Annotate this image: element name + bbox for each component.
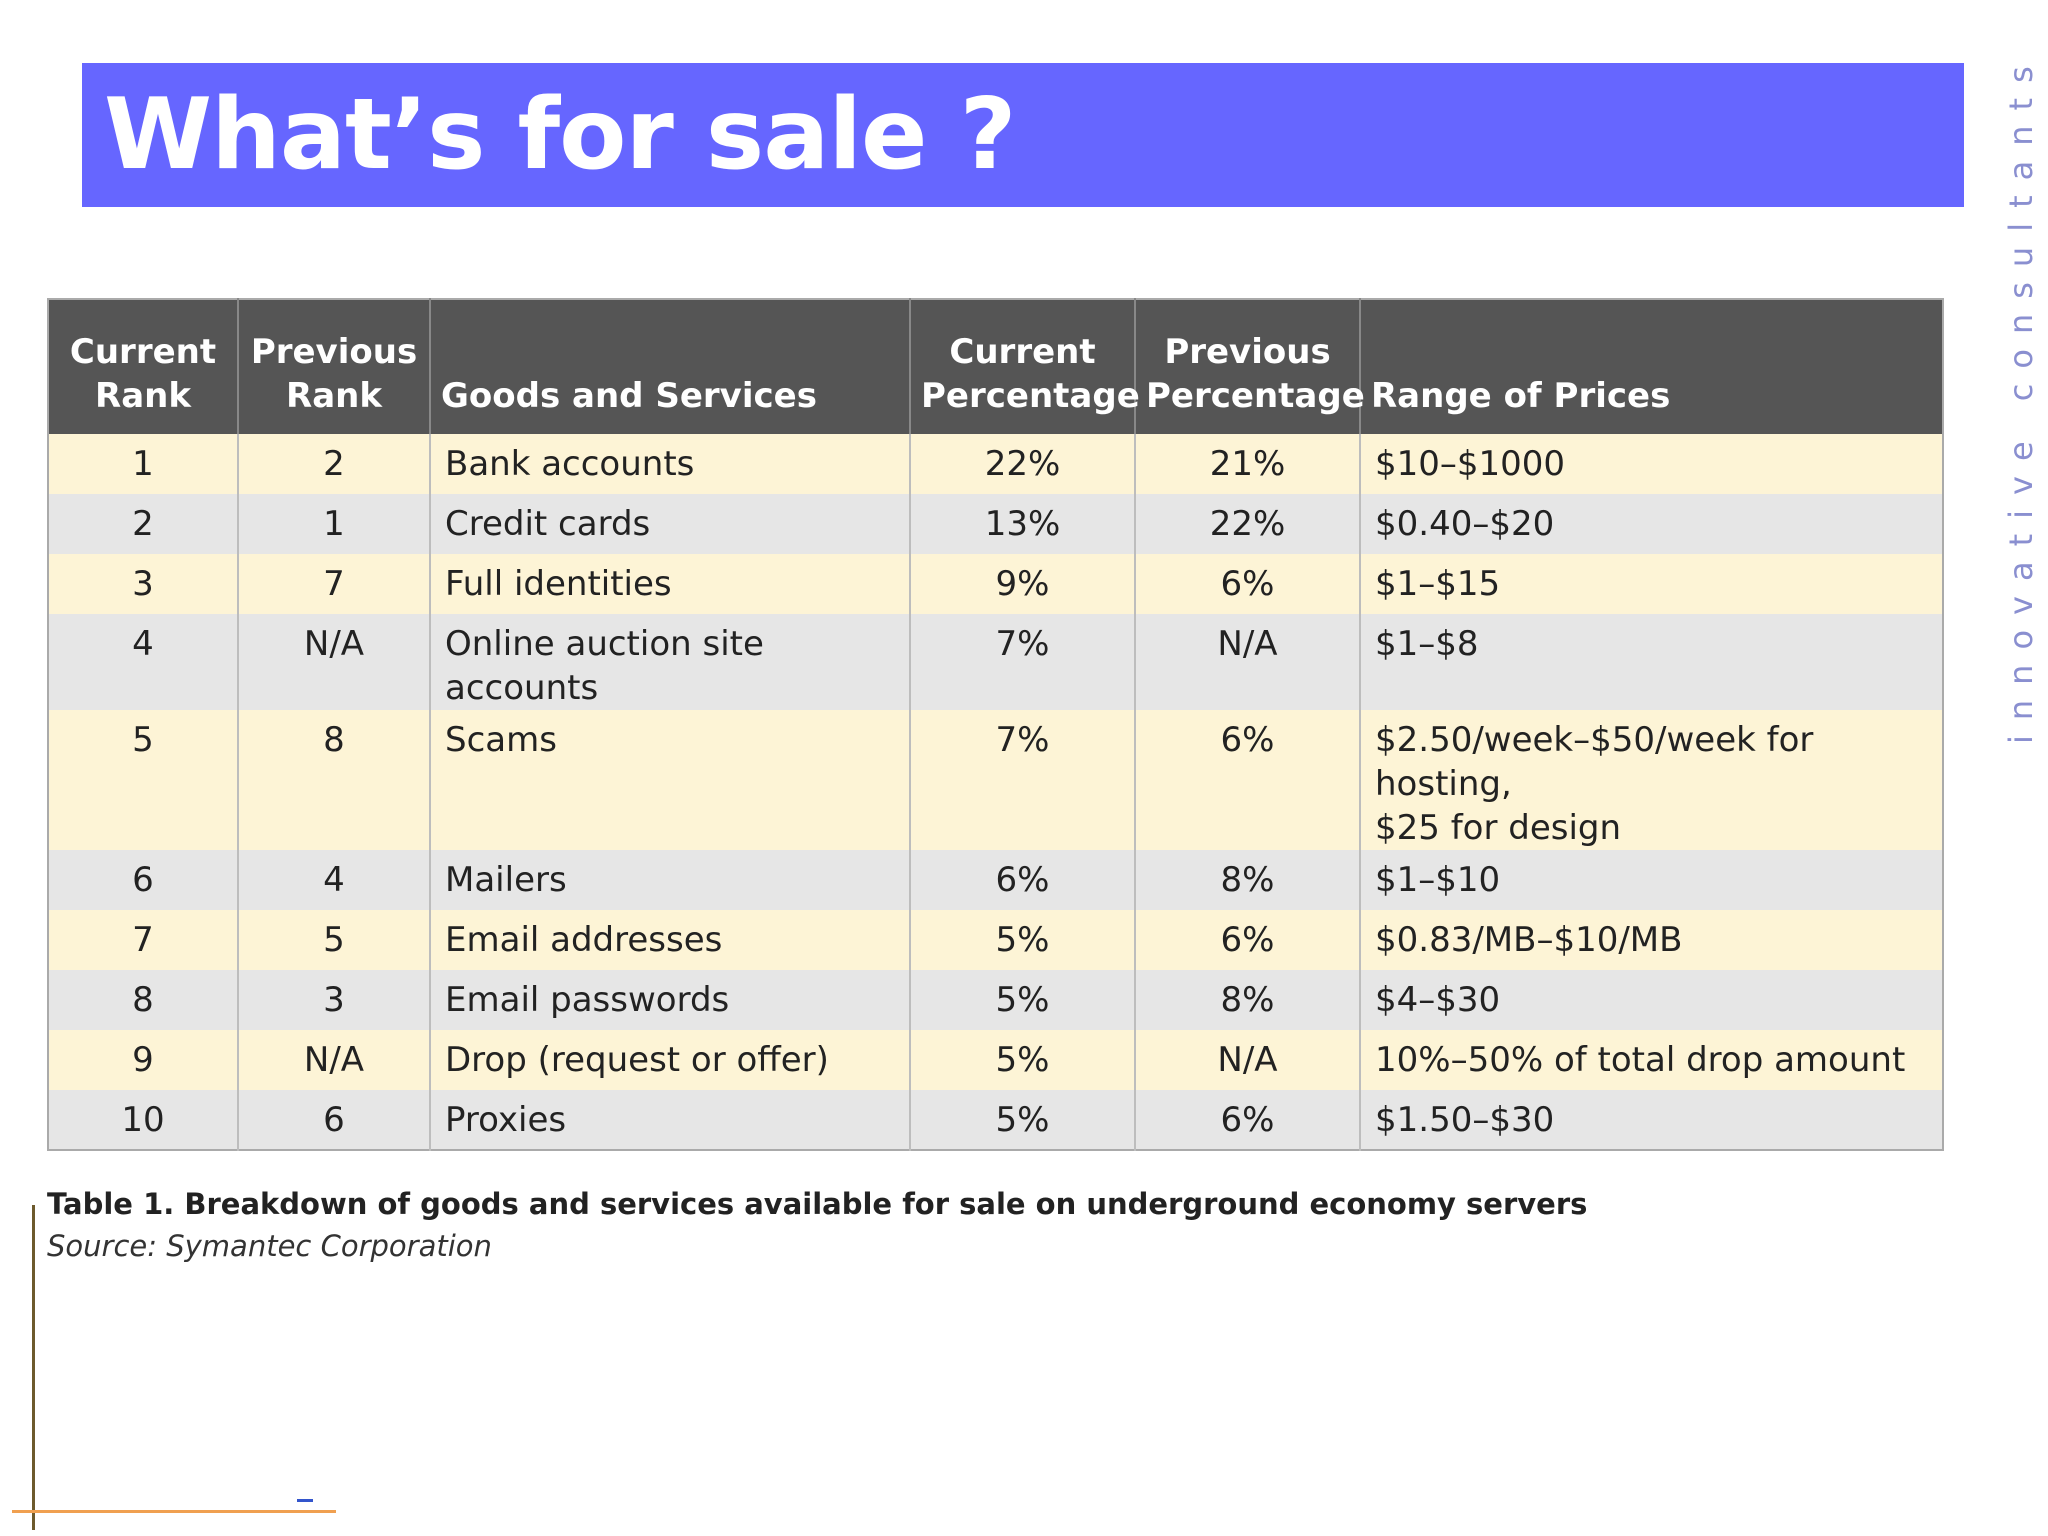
cell-current-percentage: 6% xyxy=(909,850,1135,910)
cell-previous-rank: N/A xyxy=(237,614,430,710)
cell-current-percentage: 13% xyxy=(909,494,1135,554)
cell-current-rank: 5 xyxy=(48,710,238,850)
cell-current-rank: 9 xyxy=(48,1030,238,1090)
cell-goods: Proxies xyxy=(429,1090,910,1150)
cell-goods: Bank accounts xyxy=(429,434,910,494)
dash-mark xyxy=(297,1499,313,1502)
cell-previous-percentage: 21% xyxy=(1134,434,1360,494)
cell-current-rank: 6 xyxy=(48,850,238,910)
cell-current-percentage: 9% xyxy=(909,554,1135,614)
title-banner: What’s for sale ? xyxy=(82,63,1964,207)
cell-goods: Email passwords xyxy=(429,970,910,1030)
cell-previous-percentage: 6% xyxy=(1134,910,1360,970)
cell-goods: Credit cards xyxy=(429,494,910,554)
table-row: 5 8 Scams 7% 6% $2.50/week–$50/week for … xyxy=(48,710,1943,850)
cell-current-percentage: 5% xyxy=(909,1090,1135,1150)
cell-previous-percentage: N/A xyxy=(1134,614,1360,710)
header-range-of-prices: Range of Prices xyxy=(1359,299,1943,434)
cell-price-range: $10–$1000 xyxy=(1359,434,1943,494)
cell-previous-percentage: 8% xyxy=(1134,970,1360,1030)
cell-previous-percentage: 6% xyxy=(1134,554,1360,614)
cell-current-percentage: 7% xyxy=(909,614,1135,710)
cell-goods: Full identities xyxy=(429,554,910,614)
cell-current-rank: 2 xyxy=(48,494,238,554)
cell-current-percentage: 22% xyxy=(909,434,1135,494)
table-row: 6 4 Mailers 6% 8% $1–$10 xyxy=(48,850,1943,910)
cell-previous-rank: 4 xyxy=(237,850,430,910)
cell-current-rank: 4 xyxy=(48,614,238,710)
cell-previous-percentage: 6% xyxy=(1134,1090,1360,1150)
table-row: 7 5 Email addresses 5% 6% $0.83/MB–$10/M… xyxy=(48,910,1943,970)
cell-previous-percentage: 22% xyxy=(1134,494,1360,554)
cell-price-range: $1–$15 xyxy=(1359,554,1943,614)
table-row: 4 N/A Online auction site accounts 7% N/… xyxy=(48,614,1943,710)
cell-price-range: $0.40–$20 xyxy=(1359,494,1943,554)
cell-previous-rank: 1 xyxy=(237,494,430,554)
cell-goods: Drop (request or offer) xyxy=(429,1030,910,1090)
table-header-row: Current Rank Previous Rank Goods and Ser… xyxy=(48,299,1943,434)
cell-previous-rank: 2 xyxy=(237,434,430,494)
table-row: 8 3 Email passwords 5% 8% $4–$30 xyxy=(48,970,1943,1030)
table-row: 3 7 Full identities 9% 6% $1–$15 xyxy=(48,554,1943,614)
sales-table: Current Rank Previous Rank Goods and Ser… xyxy=(47,298,1944,1151)
cell-goods: Email addresses xyxy=(429,910,910,970)
cell-current-percentage: 5% xyxy=(909,970,1135,1030)
cell-goods: Mailers xyxy=(429,850,910,910)
header-current-percentage: Current Percentage xyxy=(909,299,1140,434)
cell-current-percentage: 5% xyxy=(909,910,1135,970)
cell-current-rank: 8 xyxy=(48,970,238,1030)
cell-previous-rank: 7 xyxy=(237,554,430,614)
cell-price-range: $1–$10 xyxy=(1359,850,1943,910)
cell-price-range: $1–$8 xyxy=(1359,614,1943,710)
cell-current-rank: 1 xyxy=(48,434,238,494)
vertical-rule xyxy=(32,1205,35,1530)
cell-price-range: $0.83/MB–$10/MB xyxy=(1359,910,1943,970)
cell-price-range: 10%–50% of total drop amount xyxy=(1359,1030,1943,1090)
cell-previous-rank: N/A xyxy=(237,1030,430,1090)
cell-current-rank: 7 xyxy=(48,910,238,970)
horizontal-rule xyxy=(12,1510,336,1513)
table-row: 9 N/A Drop (request or offer) 5% N/A 10%… xyxy=(48,1030,1943,1090)
cell-goods: Scams xyxy=(429,710,910,850)
table-caption: Table 1. Breakdown of goods and services… xyxy=(47,1187,1588,1221)
cell-current-rank: 3 xyxy=(48,554,238,614)
side-brand-text: innovative consultants xyxy=(2002,51,2040,744)
cell-current-percentage: 5% xyxy=(909,1030,1135,1090)
cell-price-range: $1.50–$30 xyxy=(1359,1090,1943,1150)
table-figure: Current Rank Previous Rank Goods and Ser… xyxy=(47,298,1944,1263)
cell-previous-rank: 6 xyxy=(237,1090,430,1150)
header-goods-services: Goods and Services xyxy=(429,299,910,434)
cell-current-rank: 10 xyxy=(48,1090,238,1150)
slide-title: What’s for sale ? xyxy=(104,78,1016,192)
cell-current-percentage: 7% xyxy=(909,710,1135,850)
cell-previous-rank: 3 xyxy=(237,970,430,1030)
cell-previous-percentage: 8% xyxy=(1134,850,1360,910)
cell-previous-rank: 8 xyxy=(237,710,430,850)
cell-previous-rank: 5 xyxy=(237,910,430,970)
header-current-rank: Current Rank xyxy=(48,299,238,434)
cell-previous-percentage: 6% xyxy=(1134,710,1360,850)
header-previous-percentage: Previous Percentage xyxy=(1134,299,1365,434)
cell-goods: Online auction site accounts xyxy=(429,614,910,710)
table-row: 10 6 Proxies 5% 6% $1.50–$30 xyxy=(48,1090,1943,1150)
cell-price-range: $2.50/week–$50/week for hosting, $25 for… xyxy=(1359,710,1943,850)
header-previous-rank: Previous Rank xyxy=(237,299,430,434)
table-row: 2 1 Credit cards 13% 22% $0.40–$20 xyxy=(48,494,1943,554)
cell-price-range: $4–$30 xyxy=(1359,970,1943,1030)
table-source: Source: Symantec Corporation xyxy=(47,1229,492,1263)
table-row: 1 2 Bank accounts 22% 21% $10–$1000 xyxy=(48,434,1943,494)
cell-previous-percentage: N/A xyxy=(1134,1030,1360,1090)
